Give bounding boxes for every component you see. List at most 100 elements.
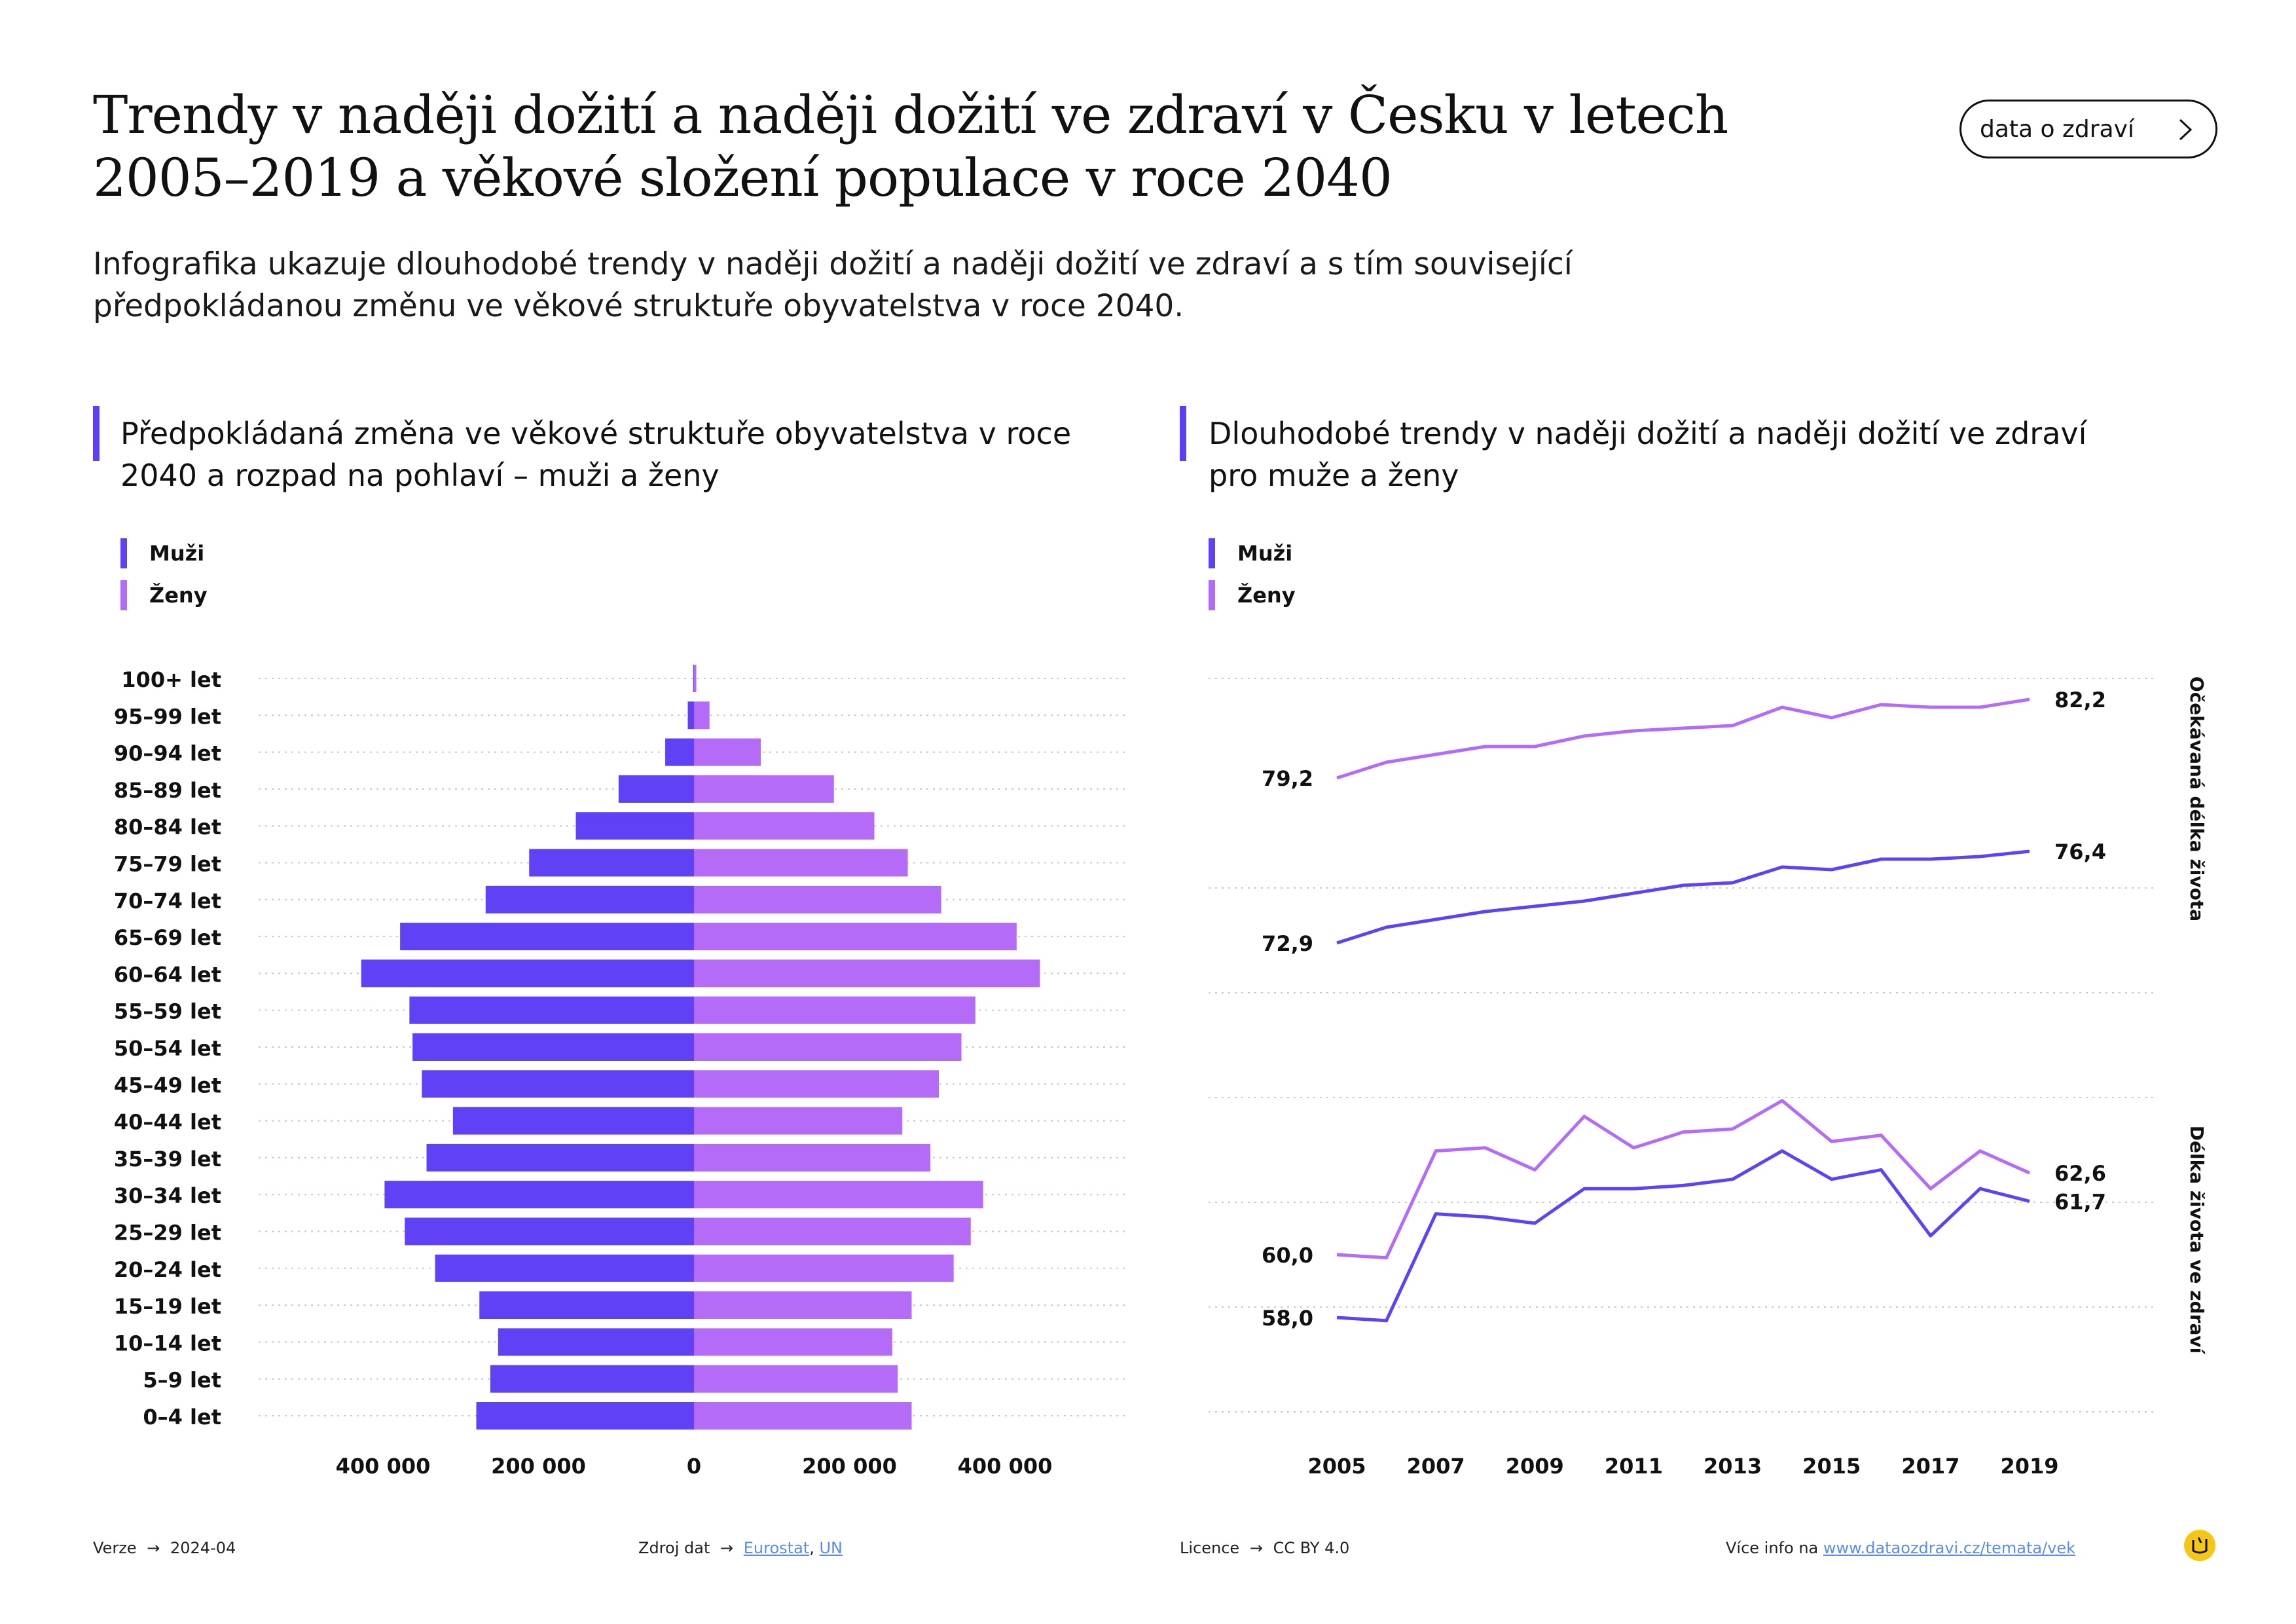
x-tick-label: 200 000 <box>491 1454 586 1479</box>
age-group-label: 40–44 let <box>114 1110 221 1135</box>
arrow-right-icon: → <box>720 1539 734 1557</box>
age-group-label: 60–64 let <box>114 962 221 987</box>
bar-men <box>426 1143 694 1172</box>
legend-label-men: Muži <box>1237 541 1293 566</box>
panel-axis-label: Délka života ve zdraví <box>2186 1126 2208 1355</box>
bar-men <box>409 996 694 1024</box>
age-group-label: 10–14 let <box>114 1331 221 1356</box>
age-group-label: 45–49 let <box>114 1073 221 1098</box>
bar-women <box>694 775 834 803</box>
bar-men <box>575 812 694 840</box>
age-group-label: 80–84 let <box>114 815 221 840</box>
bar-women <box>694 1070 939 1098</box>
legend-swatch-men <box>120 538 127 568</box>
footer-info-label: Více info na <box>1726 1539 1819 1557</box>
start-value-label: 58,0 <box>1262 1306 1313 1331</box>
arrow-right-icon: → <box>147 1539 160 1557</box>
eurostat-link[interactable]: Eurostat <box>743 1539 810 1557</box>
x-tick-label: 0 <box>687 1454 701 1479</box>
bar-men <box>422 1070 694 1098</box>
footer-source: Zdroj dat → Eurostat, UN <box>638 1539 843 1557</box>
age-group-label: 100+ let <box>121 667 221 692</box>
bar-women <box>694 1328 892 1356</box>
series-line-women <box>1336 1099 2031 1260</box>
bar-men <box>405 1217 694 1246</box>
series-line-women <box>1336 697 2030 780</box>
panel-axis-label: Očekávaná délka života <box>2186 676 2208 921</box>
bar-women <box>694 665 697 692</box>
bar-women <box>694 812 875 840</box>
right-legend-women: Ženy <box>1209 580 1296 610</box>
age-group-label: 85–89 let <box>114 778 221 803</box>
population-pyramid-chart: 100+ let 95–99 let 90–94 let 85–89 let 80–84… <box>114 665 1129 1479</box>
end-value-label: 61,7 <box>2054 1189 2106 1214</box>
bar-men <box>529 849 694 877</box>
bar-women <box>694 959 1040 987</box>
bar-women <box>694 1033 962 1061</box>
start-value-label: 60,0 <box>1262 1243 1313 1268</box>
age-group-label: 0–4 let <box>143 1405 221 1430</box>
year-tick-label: 2007 <box>1407 1454 1465 1479</box>
bar-women <box>694 1291 912 1320</box>
bar-men <box>384 1181 694 1209</box>
bar-women <box>694 996 975 1024</box>
logo-mark-icon <box>2192 1537 2208 1554</box>
start-value-label: 79,2 <box>1262 766 1313 791</box>
bar-men <box>490 1365 694 1393</box>
series-line-men <box>1336 849 2030 945</box>
age-group-label: 55–59 let <box>114 999 221 1024</box>
page-title: Trendy v naději dožití a naději dožití v… <box>93 84 1728 208</box>
legend-label-men: Muži <box>149 541 205 566</box>
age-group-label: 25–29 let <box>114 1221 221 1246</box>
footer-license-value: CC BY 4.0 <box>1273 1539 1350 1557</box>
dataozdravi-link[interactable]: www.dataozdravi.cz/temata/vek <box>1823 1539 2076 1557</box>
year-tick-label: 2013 <box>1704 1454 1762 1479</box>
age-group-label: 95–99 let <box>114 704 221 729</box>
footer-version: Verze → 2024-04 <box>93 1539 236 1557</box>
age-group-label: 65–69 let <box>114 925 221 950</box>
left-legend-men: Muži <box>120 538 204 568</box>
un-link[interactable]: UN <box>819 1539 843 1557</box>
chevron-right-icon <box>2179 119 2193 141</box>
age-group-label: 50–54 let <box>114 1036 221 1061</box>
footer-version-value: 2024-04 <box>170 1539 236 1557</box>
legend-label-women: Ženy <box>149 583 208 608</box>
bar-men <box>479 1291 694 1320</box>
footer-info: Více info na www.dataozdravi.cz/temata/v… <box>1726 1539 2075 1557</box>
bar-women <box>694 1254 954 1282</box>
year-tick-label: 2019 <box>2000 1454 2058 1479</box>
age-group-label: 5–9 let <box>143 1368 221 1393</box>
end-value-label: 62,6 <box>2054 1161 2106 1186</box>
bar-women <box>694 1107 903 1135</box>
year-tick-label: 2009 <box>1506 1454 1564 1479</box>
footer-source-sep: , <box>809 1539 814 1557</box>
data-o-zdravi-button[interactable]: data o zdraví <box>1959 100 2217 158</box>
bar-women <box>694 1143 930 1172</box>
data-o-zdravi-label: data o zdraví <box>1980 115 2134 143</box>
page-subtitle: Infografika ukazuje dlouhodobé trendy v … <box>93 246 1573 324</box>
bar-men <box>361 959 694 987</box>
bar-women <box>694 1181 983 1209</box>
right-legend-men: Muži <box>1209 538 1292 568</box>
bar-women <box>694 1365 898 1393</box>
bar-women <box>694 1402 912 1430</box>
age-group-label: 20–24 let <box>114 1257 221 1282</box>
age-group-label: 30–34 let <box>114 1183 221 1208</box>
series-line-men <box>1336 1149 2030 1323</box>
age-group-label: 15–19 let <box>114 1294 221 1319</box>
end-value-label: 76,4 <box>2054 840 2106 864</box>
bar-men <box>452 1107 694 1135</box>
end-value-label: 82,2 <box>2054 688 2106 712</box>
right-section-accent <box>1180 406 1186 461</box>
footer-source-label: Zdroj dat <box>638 1539 710 1557</box>
x-tick-label: 400 000 <box>336 1454 431 1479</box>
bar-men <box>687 701 694 729</box>
bar-men <box>400 923 694 951</box>
age-group-label: 90–94 let <box>114 741 221 766</box>
legend-swatch-women <box>1209 580 1215 610</box>
footer-license-label: Licence <box>1180 1539 1240 1557</box>
bar-men <box>412 1033 694 1061</box>
left-legend-women: Ženy <box>120 580 208 610</box>
right-section-title: Dlouhodobé trendy v naději dožití a nadě… <box>1209 416 2087 493</box>
legend-label-women: Ženy <box>1237 583 1296 608</box>
